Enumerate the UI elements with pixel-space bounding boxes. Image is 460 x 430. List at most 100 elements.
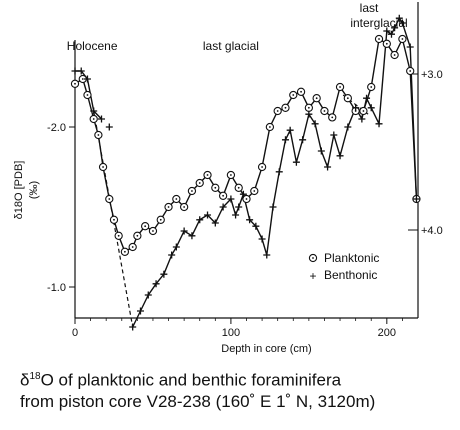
- benthonic-point: [263, 251, 271, 259]
- benthonic-point: [363, 94, 371, 102]
- x-tick-label: 200: [378, 327, 396, 339]
- planktonic-point-dot: [268, 126, 271, 128]
- planktonic-point-dot: [362, 110, 365, 112]
- planktonic-line: [74, 36, 418, 253]
- benthonic-point: [344, 123, 352, 131]
- planktonic-point-dot: [323, 110, 326, 112]
- planktonic-point-dot: [222, 194, 225, 197]
- planktonic-point-dot: [346, 97, 349, 100]
- benthonic-point: [383, 27, 391, 35]
- planktonic-point-dot: [276, 110, 279, 112]
- planktonic-point-dot: [117, 234, 120, 237]
- planktonic-point-dot: [214, 186, 217, 189]
- planktonic-point-dot: [393, 54, 396, 56]
- dashed-connector: [93, 110, 134, 328]
- benthonic-point: [204, 211, 212, 219]
- planktonic-point-dot: [307, 106, 310, 109]
- benthonic-point: [330, 131, 338, 139]
- planktonic-point-dot: [245, 198, 248, 200]
- benthonic-point: [286, 126, 294, 134]
- benthonic-point: [144, 291, 152, 299]
- legend-planktonic-label: Planktonic: [324, 251, 379, 265]
- planktonic-point-dot: [237, 186, 240, 189]
- benthonic-line: [132, 16, 418, 328]
- benthonic-point: [152, 280, 160, 288]
- x-axis-label: Depth in core (cm): [221, 343, 311, 355]
- planktonic-point-dot: [123, 250, 126, 253]
- planktonic-point-dot: [385, 42, 388, 45]
- annotation-label: last: [360, 1, 379, 15]
- benthonic-point: [305, 110, 313, 118]
- caption-line-1: δ18O of planktonic and benthic foraminif…: [20, 366, 456, 391]
- annotation-label: Holocene: [67, 39, 118, 53]
- benthonic-point: [168, 251, 176, 259]
- benthonic-point: [281, 136, 289, 144]
- benthonic-point: [246, 216, 254, 224]
- planktonic-point-dot: [206, 174, 209, 176]
- caption-superscript: 18: [29, 371, 41, 382]
- planktonic-point-dot: [81, 78, 84, 80]
- benthonic-point: [129, 323, 137, 331]
- benthonic-point: [105, 123, 113, 131]
- planktonic-point-dot: [144, 225, 147, 228]
- benthonic-point: [136, 307, 144, 315]
- planktonic-point-dot: [86, 94, 89, 96]
- planktonic-point-dot: [261, 166, 263, 168]
- x-tick-label: 0: [72, 327, 78, 339]
- benthonic-point: [336, 152, 344, 160]
- y-axis-label: δ18O [PDB]: [13, 161, 25, 220]
- planktonic-point-dot: [167, 206, 170, 208]
- planktonic-point-dot: [74, 82, 76, 85]
- planktonic-point-dot: [198, 182, 201, 184]
- benthonic-point: [412, 195, 420, 203]
- y-right-tick-label: +4.0: [421, 225, 443, 237]
- benthonic-point: [83, 75, 91, 83]
- benthonic-point: [395, 14, 403, 22]
- planktonic-point-dot: [191, 190, 193, 192]
- y-right-tick-label: +3.0: [421, 69, 443, 81]
- benthonic-point: [172, 243, 180, 251]
- benthonic-point: [160, 270, 168, 278]
- planktonic-point-dot: [159, 218, 162, 221]
- planktonic-point-dot: [401, 38, 404, 40]
- planktonic-point-dot: [292, 94, 295, 96]
- chart: 0 100 200 -2.0 -1.0 +3.0 +4.0 Depth in core (cm…: [13, 1, 443, 355]
- planktonic-point-dot: [113, 218, 115, 221]
- benthonic-point: [90, 107, 98, 115]
- benthonic-point: [196, 216, 204, 224]
- benthonic-point: [98, 115, 106, 123]
- benthonic-point: [391, 24, 399, 32]
- benthonic-point: [258, 235, 266, 243]
- benthonic-point: [324, 163, 332, 171]
- benthonic-point: [235, 203, 243, 211]
- benthonic-point: [219, 203, 227, 211]
- x-tick-label: 100: [222, 327, 240, 339]
- planktonic-point-dot: [97, 134, 100, 136]
- y-left-tick-label: -2.0: [47, 122, 66, 134]
- planktonic-point-dot: [300, 90, 302, 93]
- planktonic-point-dot: [102, 166, 104, 168]
- benthonic-point: [275, 168, 283, 176]
- benthonic-point: [188, 232, 196, 240]
- benthonic-point: [352, 104, 360, 112]
- planktonic-point-dot: [175, 198, 178, 200]
- benthonic-point: [299, 136, 307, 144]
- planktonic-point-dot: [108, 198, 111, 200]
- benthonic-point: [269, 203, 277, 211]
- benthonic-point: [375, 120, 383, 128]
- benthonic-point: [211, 219, 219, 227]
- benthonic-point: [406, 43, 414, 51]
- planktonic-point-dot: [409, 70, 412, 72]
- benthonic-point: [398, 19, 406, 27]
- y-left-tick-label: -1.0: [47, 282, 66, 294]
- benthonic-point: [311, 120, 319, 128]
- y-axis-unit: (‰): [28, 181, 40, 199]
- planktonic-point-dot: [331, 116, 334, 119]
- caption-line-2: from piston core V28-238 (160˚ E 1˚ N, 3…: [20, 391, 376, 411]
- legend-planktonic-dot: [312, 257, 314, 259]
- caption-delta: δ: [20, 370, 30, 390]
- planktonic-point-dot: [284, 106, 287, 109]
- benthonic-point: [227, 195, 235, 203]
- benthonic-point: [367, 104, 375, 112]
- planktonic-point-dot: [339, 86, 341, 88]
